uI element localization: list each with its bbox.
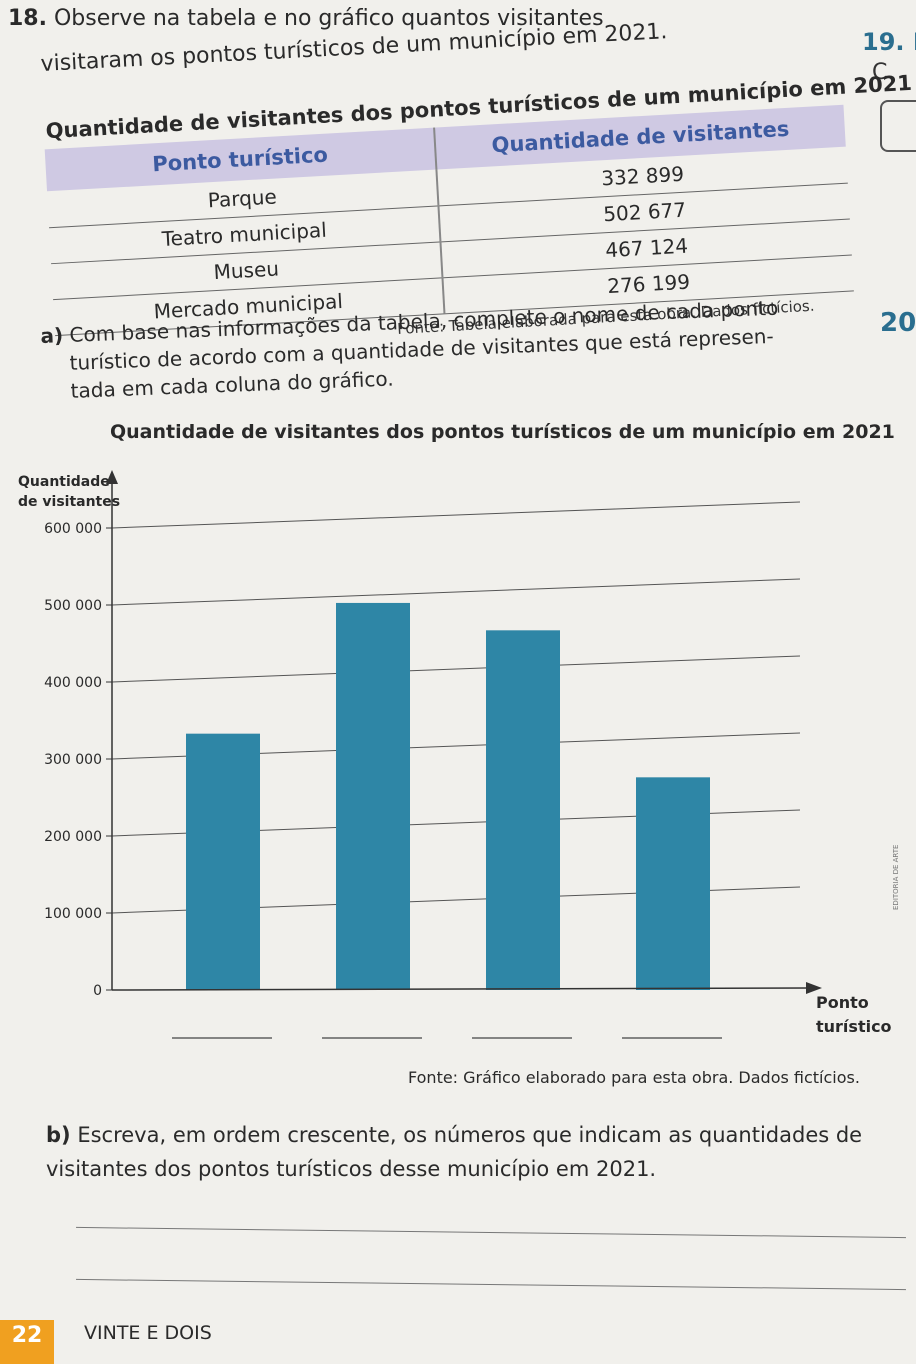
x-axis — [111, 987, 811, 991]
question-20-number: 20 — [880, 308, 916, 338]
page-number-tab: 22 — [0, 1320, 54, 1364]
bar-1 — [186, 733, 260, 990]
question-18-number: 18. — [8, 6, 47, 31]
bar-2 — [336, 602, 410, 990]
y-tick-label: 300 000 — [44, 752, 102, 768]
answer-line-1[interactable] — [76, 1226, 906, 1239]
y-tick-label: 200 000 — [44, 829, 102, 845]
chart-x-axis-label: Ponto turístico — [816, 993, 892, 1036]
y-tick-label: 600 000 — [44, 521, 102, 537]
margin-bracket — [880, 100, 916, 152]
side-credit: EDITORIA DE ARTE — [892, 844, 900, 911]
visitors-table: Quantidade de visitantes dos pontos turí… — [30, 0, 913, 338]
y-tick-label: 100 000 — [44, 906, 102, 922]
gridline — [111, 501, 801, 529]
chart-source: Fonte: Gráfico elaborado para esta obra.… — [408, 1068, 860, 1087]
question-b: b) Escreva, em ordem crescente, os númer… — [46, 1118, 906, 1186]
bar-3 — [486, 630, 560, 990]
page-number-words: VINTE E DOIS — [84, 1322, 212, 1344]
bar-4 — [636, 777, 710, 990]
question-b-label: b) — [46, 1123, 71, 1147]
question-b-text: Escreva, em ordem crescente, os números … — [46, 1123, 863, 1181]
question-19-number: 19. N — [862, 28, 916, 56]
y-tick-label: 500 000 — [44, 598, 102, 614]
visitors-bar-chart: Quantidade de visitantes dos pontos turí… — [18, 421, 895, 1039]
gridline — [111, 655, 801, 683]
question-19-fragment: C — [872, 60, 888, 85]
y-axis-arrow — [106, 470, 118, 484]
question-18-text: 18. Observe na tabela e no gráfico quant… — [8, 6, 604, 31]
chart-title: Quantidade de visitantes dos pontos turí… — [110, 421, 895, 443]
y-tick-label: 0 — [93, 983, 102, 999]
x-axis-arrow — [806, 982, 822, 994]
gridline — [111, 578, 801, 606]
chart-y-axis-label: Quantidade de visitantes — [18, 474, 120, 510]
question-18-line1: Observe na tabela e no gráfico quantos v… — [53, 6, 604, 31]
y-tick-label: 400 000 — [44, 675, 102, 691]
question-a-label: a) — [40, 323, 64, 348]
answer-line-2[interactable] — [76, 1278, 906, 1291]
